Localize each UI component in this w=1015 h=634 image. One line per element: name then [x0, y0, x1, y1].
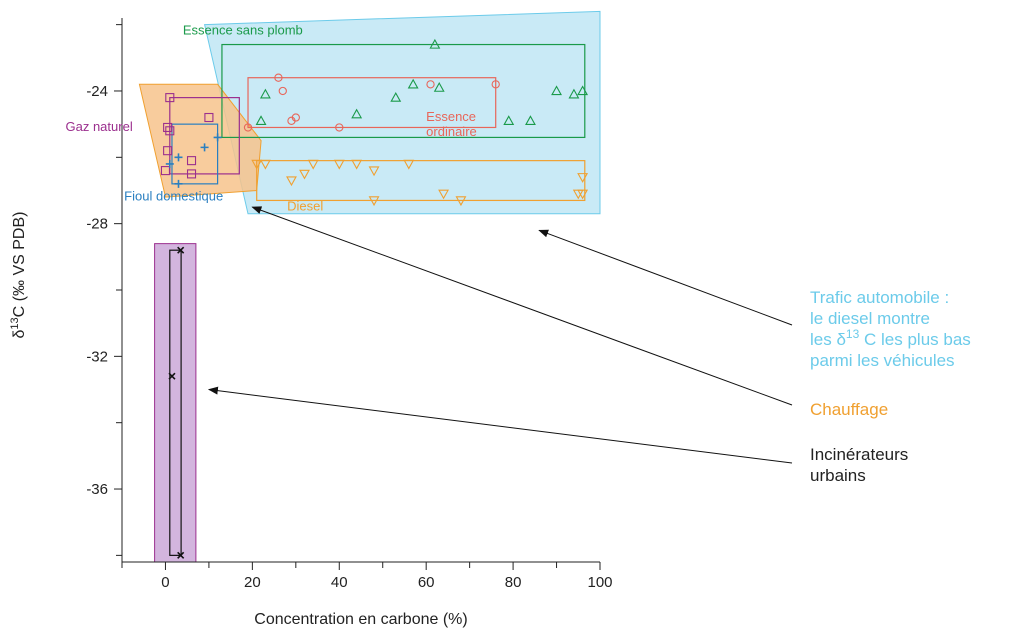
point-diesel [455, 196, 467, 207]
point-diesel [307, 159, 319, 170]
point-essence-sans-plomb [429, 38, 441, 49]
y-axis-title: δ13C (‰ VS PDB) [9, 212, 28, 339]
point-diesel [351, 159, 363, 170]
x-axis-title: Concentration en carbone (%) [254, 611, 467, 628]
point-diesel [403, 159, 415, 170]
series-label-gaz-naturel: Gaz naturel [66, 119, 133, 134]
point-essence-sans-plomb [551, 85, 562, 96]
point-gaz-naturel [186, 156, 197, 166]
point-fioul-domestique [200, 143, 209, 152]
point-essence-sans-plomb [351, 108, 363, 119]
points-layer [160, 38, 589, 559]
point-essence-sans-plomb [525, 115, 536, 125]
point-essence-sans-plomb [433, 82, 445, 92]
range-box-gaz-naturel [169, 97, 240, 175]
point-diesel [577, 173, 589, 183]
zone-incinerateurs [154, 243, 197, 563]
point-essence-ordinaire [278, 86, 287, 96]
y-tick-label: -28 [86, 216, 108, 233]
point-fioul-domestique [165, 159, 174, 168]
point-incinerateurs-urbains [177, 246, 185, 254]
point-diesel [286, 176, 297, 187]
point-diesel [577, 189, 589, 200]
point-essence-ordinaire [426, 80, 435, 89]
y-tick-label: -32 [86, 348, 108, 365]
point-fioul-domestique [213, 133, 222, 142]
point-diesel [333, 159, 345, 170]
x-tick-label: 40 [331, 574, 348, 591]
point-essence-ordinaire [491, 80, 500, 89]
point-essence-ordinaire [243, 123, 253, 132]
annotation-arrow-incinerateurs [207, 386, 793, 464]
series-label-essence-sans-plomb: Essence sans plomb [183, 23, 303, 38]
point-incinerateurs-urbains [168, 372, 176, 380]
point-diesel [299, 169, 310, 180]
annotation-chauffage: Chauffage [810, 400, 888, 419]
point-diesel [251, 159, 263, 170]
point-gaz-naturel [165, 126, 175, 136]
point-essence-sans-plomb [568, 88, 580, 99]
point-diesel [368, 166, 380, 177]
y-tick-label: -24 [86, 83, 108, 100]
point-essence-ordinaire [274, 73, 283, 82]
point-gaz-naturel [160, 166, 171, 176]
point-gaz-naturel [204, 112, 214, 123]
point-gaz-naturel [163, 146, 173, 156]
x-tick-label: 20 [244, 574, 261, 591]
series-label-essence-ordinaire: Essence ordinaire [426, 109, 477, 139]
point-essence-sans-plomb [259, 88, 271, 99]
point-essence-sans-plomb [407, 78, 419, 89]
point-fioul-domestique [174, 153, 183, 162]
annotation-arrow-chauffage [251, 206, 793, 406]
point-diesel [368, 196, 380, 207]
x-tick-label: 0 [161, 574, 169, 591]
x-tick-label: 100 [587, 574, 612, 591]
point-gaz-naturel [186, 169, 197, 179]
zones-layer [138, 10, 601, 563]
range-box-diesel [256, 160, 586, 202]
point-diesel [438, 189, 449, 200]
point-incinerateurs-urbains [177, 551, 185, 559]
series-label-fioul-domestique: Fioul domestique [124, 188, 223, 203]
point-essence-sans-plomb [255, 115, 267, 125]
point-fioul-domestique [174, 179, 183, 188]
annotation-trafic: Trafic automobile : le diesel montre les δ… [810, 288, 971, 370]
axes-layer: 0 20 40 60 80 100 -24 -28 -32 -36 Concentration en… [9, 18, 613, 628]
zone-trafic [203, 10, 601, 215]
point-essence-sans-plomb [390, 91, 402, 102]
point-essence-ordinaire [287, 116, 296, 125]
annotation-arrow-trafic [538, 229, 793, 326]
range-box-incinerateurs-urbains [169, 249, 182, 556]
point-essence-sans-plomb [577, 85, 589, 96]
range-box-essence-ordinaire [247, 77, 497, 129]
point-essence-ordinaire [335, 123, 344, 132]
point-diesel [259, 159, 271, 170]
x-tick-label: 80 [505, 574, 522, 591]
series-label-diesel: Diesel [287, 198, 323, 213]
point-essence-sans-plomb [503, 115, 515, 125]
annotation-incinerateurs: Incinérateurs urbains [810, 445, 908, 485]
point-gaz-naturel [163, 122, 173, 133]
y-tick-label: -36 [86, 481, 108, 498]
x-tick-label: 60 [418, 574, 435, 591]
point-gaz-naturel [165, 93, 175, 103]
annotations-layer: Trafic automobile : le diesel montre les δ… [207, 206, 971, 485]
labels-layer: Essence sans plomb Essence ordinaire Diesel… [66, 23, 477, 214]
